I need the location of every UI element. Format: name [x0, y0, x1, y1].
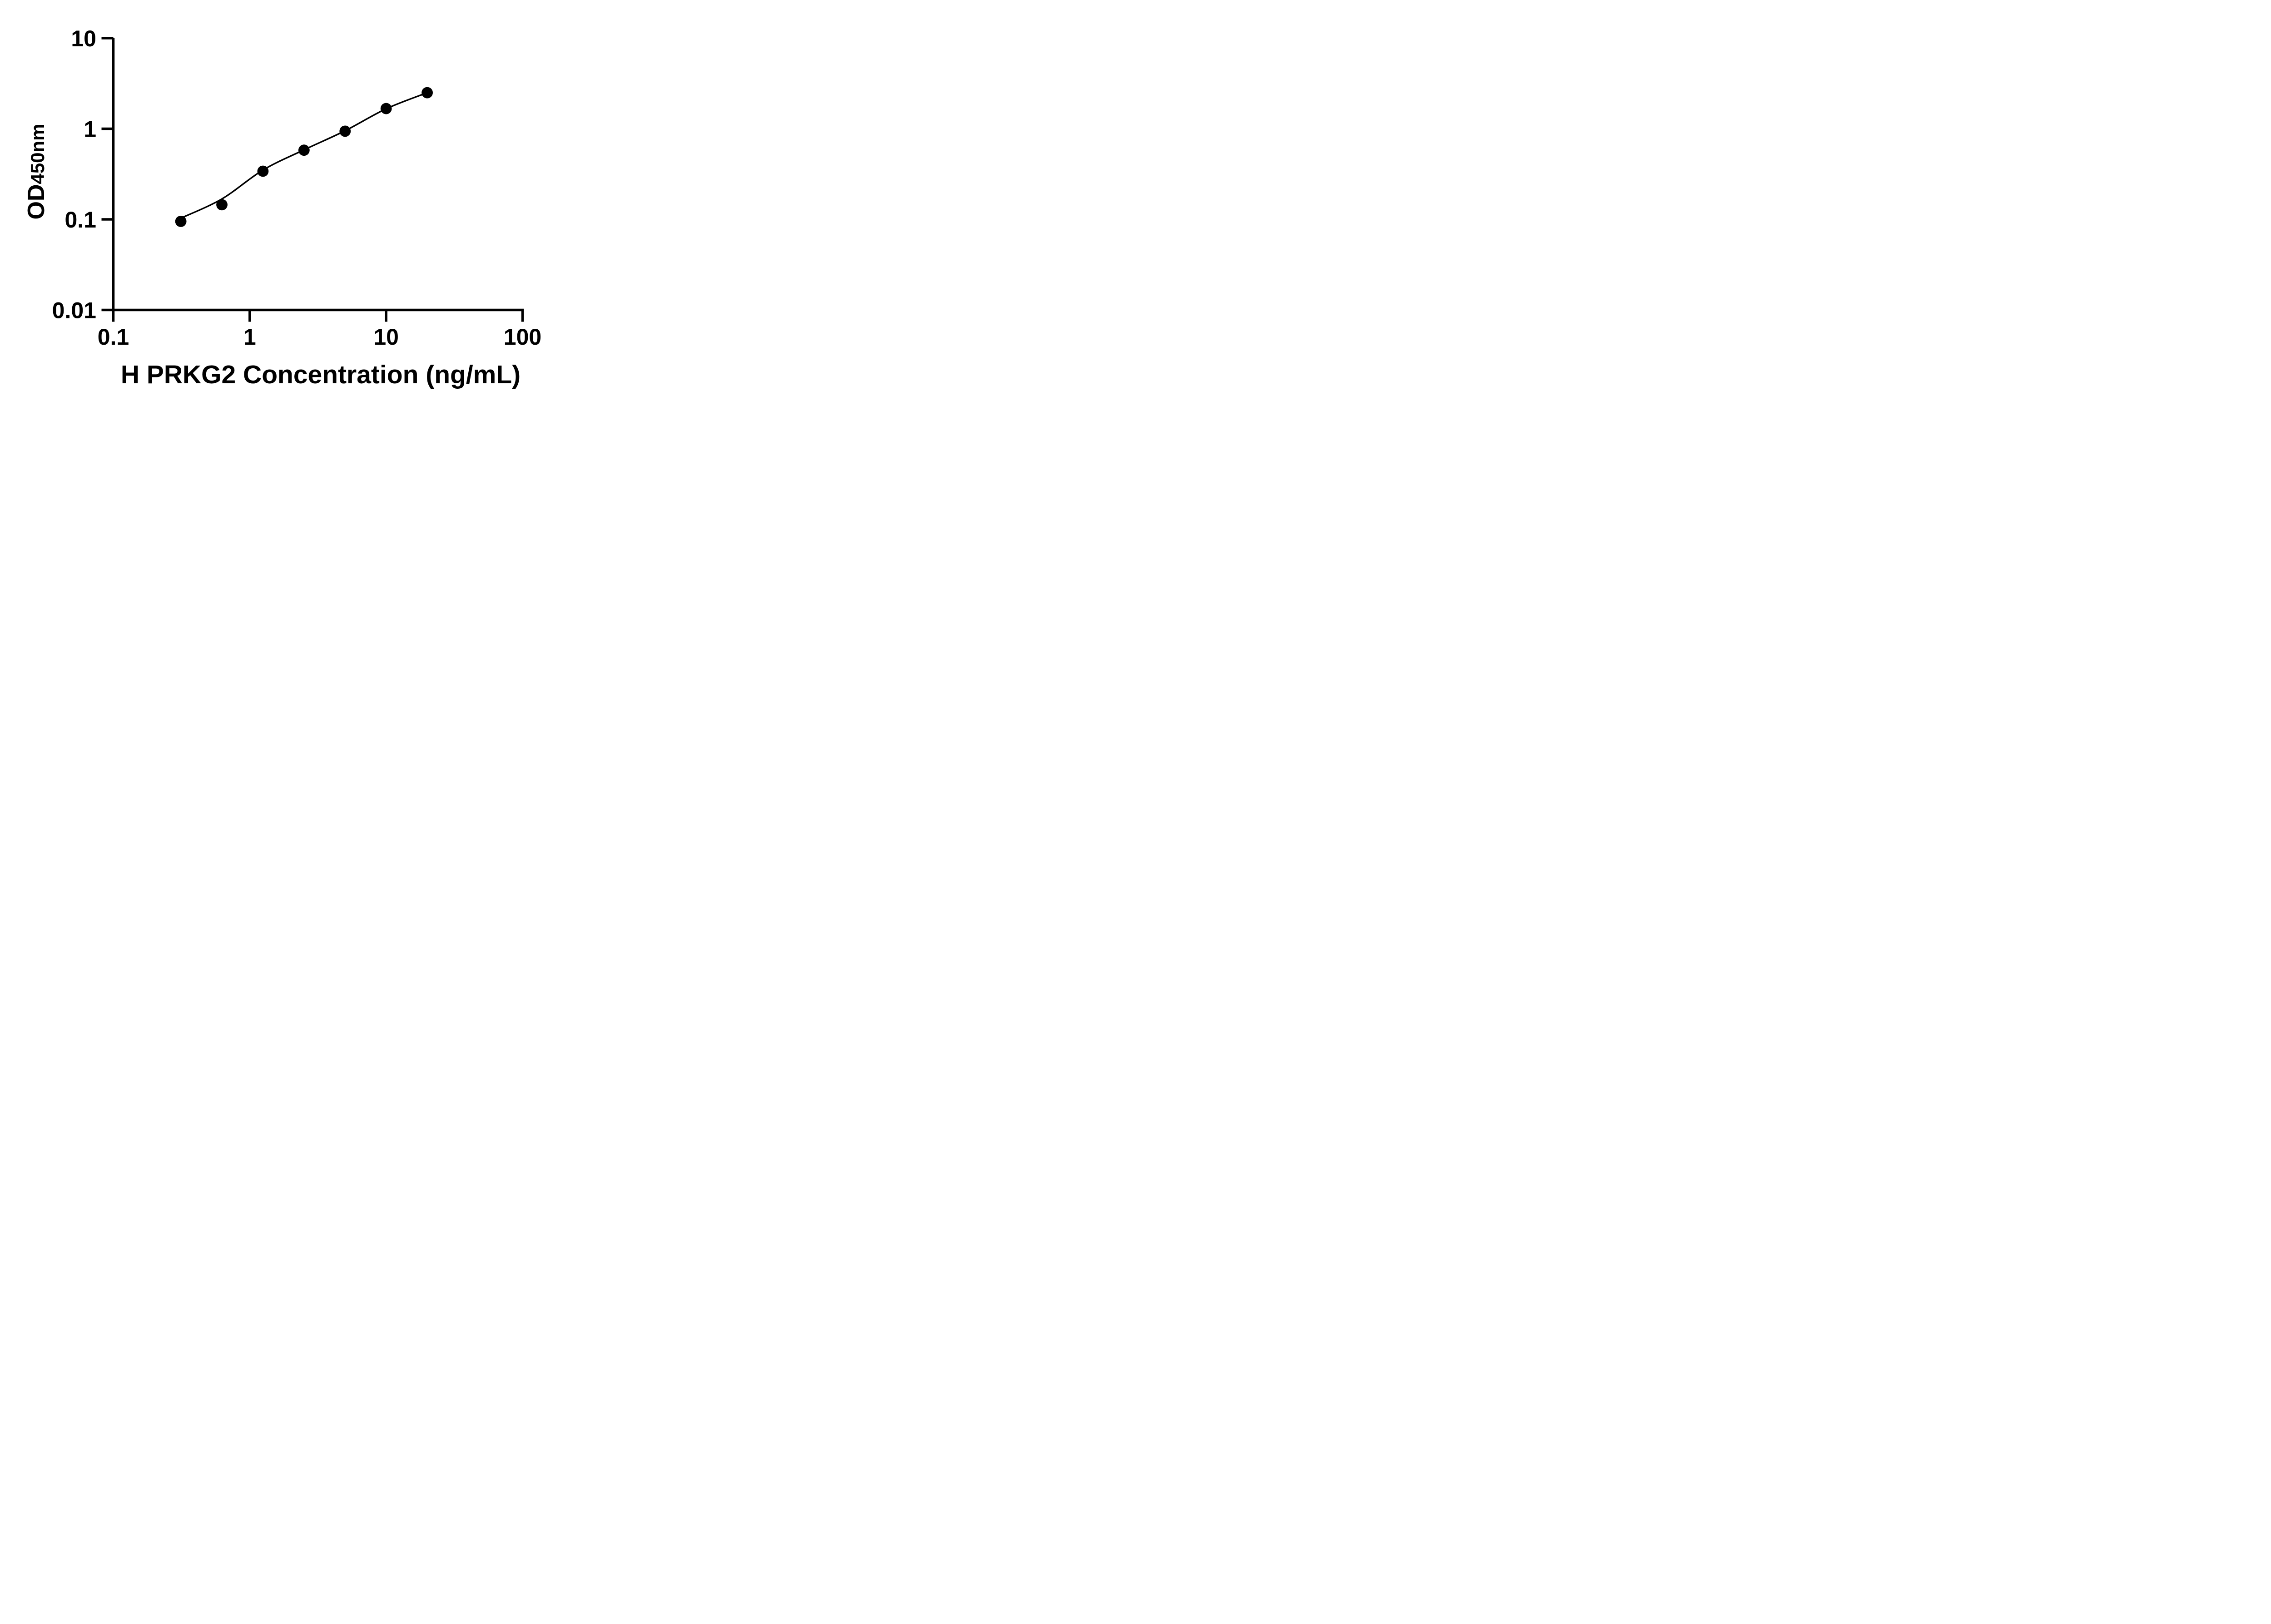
- x-axis-title: H PRKG2 Concentration (ng/mL): [121, 360, 521, 389]
- y-axis-title: OD450nm: [23, 124, 50, 219]
- y-axis-title-subscript: 450nm: [27, 124, 48, 184]
- data-point: [175, 216, 187, 227]
- data-point: [339, 125, 351, 137]
- data-point: [216, 199, 228, 211]
- y-tick-label: 0.1: [64, 207, 96, 233]
- x-tick-label: 100: [504, 324, 541, 350]
- standard-curve-figure: 0.1 1 10 100 10 1 0.1 0.01 H PRKG2 Concentratio…: [0, 0, 587, 406]
- y-tick-label: 10: [71, 26, 96, 51]
- data-point: [257, 165, 269, 177]
- data-point: [298, 144, 310, 156]
- x-tick-label: 1: [243, 324, 256, 350]
- data-point: [421, 87, 433, 99]
- y-tick-label: 0.01: [52, 298, 96, 323]
- x-tick-label: 10: [373, 324, 399, 350]
- data-point: [380, 103, 392, 114]
- y-axis-title-main: OD: [23, 184, 50, 220]
- y-tick-label: 1: [84, 117, 96, 142]
- x-tick-label: 0.1: [98, 324, 129, 350]
